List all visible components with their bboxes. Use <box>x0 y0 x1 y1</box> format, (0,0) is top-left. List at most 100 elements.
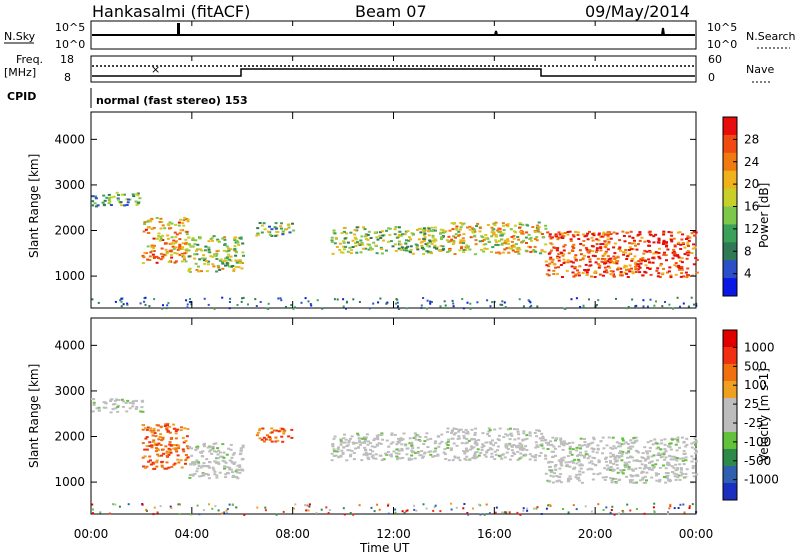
echo-cell <box>492 444 496 447</box>
noise-cell <box>536 305 539 308</box>
echo-cell <box>647 258 651 261</box>
echo-cell <box>573 266 577 268</box>
echo-cell <box>211 239 214 242</box>
echo-cell <box>157 232 161 235</box>
noise-cell <box>489 305 492 308</box>
noise-cell <box>145 508 148 511</box>
noise-cell <box>595 304 598 306</box>
echo-cell <box>148 445 152 447</box>
echo-cell <box>470 445 473 448</box>
colorbar-tick-label: -25 <box>744 416 764 430</box>
echo-cell <box>549 469 553 472</box>
echo-cell <box>664 456 668 459</box>
echo-cell <box>484 455 488 458</box>
noise-cell <box>91 298 94 301</box>
echo-cell <box>473 230 477 233</box>
x-tick-label: 16:00 <box>477 527 512 541</box>
echo-cell <box>552 262 556 265</box>
noise-cell <box>653 511 656 513</box>
echo-cell <box>223 244 227 246</box>
echo-cell <box>579 437 583 440</box>
freq-unit-label: [MHz] <box>4 66 36 79</box>
echo-cell <box>567 461 571 464</box>
noise-cell <box>202 509 205 512</box>
echo-cell <box>449 449 453 452</box>
echo-cell <box>603 270 606 273</box>
echo-cell <box>168 221 172 224</box>
echo-cell <box>369 248 373 251</box>
echo-cell <box>335 246 339 248</box>
echo-cell <box>413 432 417 435</box>
echo-cell <box>169 250 173 253</box>
echo-cell <box>564 461 568 464</box>
echo-cell <box>628 252 632 255</box>
echo-cell <box>630 441 634 444</box>
echo-cell <box>464 428 468 431</box>
echo-cell <box>570 265 574 268</box>
echo-cell <box>676 436 680 439</box>
noise-cell <box>439 305 442 308</box>
echo-cell <box>549 465 552 468</box>
echo-cell <box>609 452 613 455</box>
noise-cell <box>693 303 695 306</box>
echo-cell <box>573 256 577 259</box>
echo-cell <box>344 245 348 248</box>
echo-cell <box>117 399 120 401</box>
echo-cell <box>534 454 538 456</box>
echo-cell <box>222 259 226 262</box>
echo-cell <box>646 452 649 455</box>
echo-cell <box>388 454 392 457</box>
echo-cell <box>441 249 445 252</box>
noise-cell <box>472 507 474 510</box>
echo-cell <box>680 268 684 271</box>
echo-cell <box>504 443 508 446</box>
echo-cell <box>560 459 564 461</box>
echo-cell <box>400 448 404 450</box>
echo-cell <box>159 433 163 436</box>
echo-cell <box>433 455 437 457</box>
echo-cell <box>193 462 197 465</box>
echo-cell <box>203 445 206 448</box>
echo-cell <box>477 439 481 442</box>
echo-cell <box>649 461 653 464</box>
noise-cell <box>476 301 479 304</box>
echo-cell <box>585 234 589 237</box>
echo-cell <box>234 470 238 473</box>
echo-cell <box>676 468 679 471</box>
echo-cell <box>487 430 491 433</box>
echo-cell <box>528 453 532 456</box>
echo-cell <box>470 438 474 441</box>
echo-cell <box>679 243 683 246</box>
echo-cell <box>545 273 549 276</box>
echo-cell <box>679 248 683 250</box>
echo-cell <box>540 443 544 446</box>
echo-cell <box>160 454 164 457</box>
echo-cell <box>196 243 200 246</box>
echo-cell <box>557 236 561 239</box>
echo-cell <box>587 443 590 446</box>
echo-cell <box>571 261 575 264</box>
echo-cell <box>588 230 591 233</box>
echo-cell <box>154 461 158 463</box>
echo-cell <box>234 241 238 244</box>
echo-cell <box>448 229 452 232</box>
echo-cell <box>548 262 552 265</box>
echo-cell <box>674 443 678 446</box>
echo-cell <box>517 252 521 255</box>
echo-cell <box>258 222 262 224</box>
echo-cell <box>610 273 614 276</box>
echo-cell <box>529 236 533 239</box>
echo-cell <box>164 445 168 448</box>
echo-cell <box>566 478 570 481</box>
echo-cell <box>126 201 130 204</box>
echo-cell <box>149 427 153 430</box>
echo-cell <box>227 253 231 256</box>
echo-cell <box>218 471 222 474</box>
echo-cell <box>189 244 193 247</box>
echo-cell <box>397 240 401 243</box>
echo-cell <box>497 251 501 254</box>
echo-cell <box>640 471 644 474</box>
echo-cell <box>217 249 221 252</box>
echo-cell <box>532 456 536 458</box>
echo-cell <box>559 439 563 442</box>
